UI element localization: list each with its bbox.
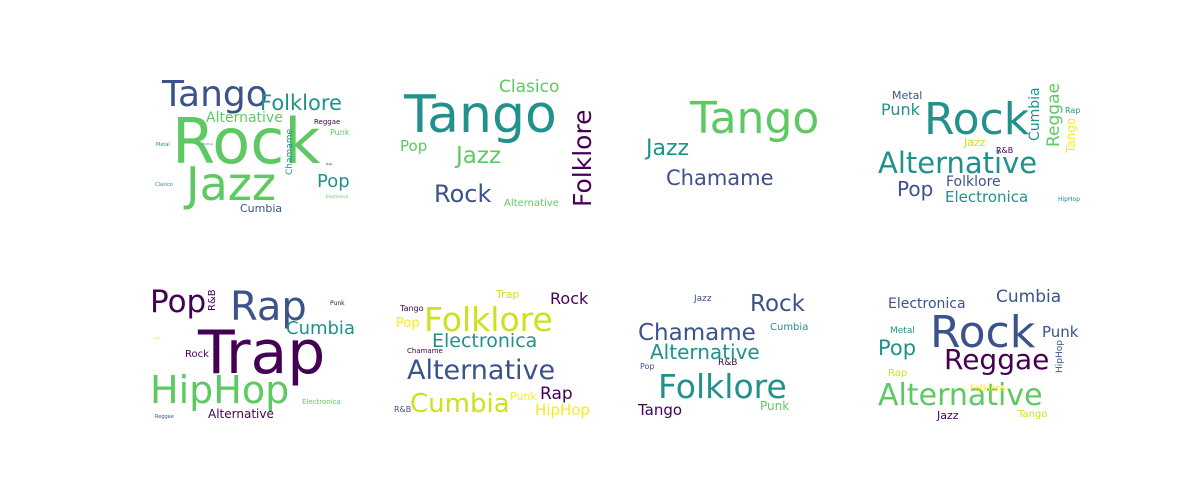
word-hiphop: HipHop xyxy=(150,368,290,412)
word-folklore: Folklore xyxy=(658,367,787,406)
word-cumbia: Cumbia xyxy=(770,322,809,333)
word-jazz: Jazz xyxy=(694,294,712,304)
word-alternative: Alternative xyxy=(504,198,559,209)
word-cloud-6: Trap Rock Tango Folklore Pop Electronica… xyxy=(392,285,602,419)
word-jazz: Jazz xyxy=(937,409,959,422)
word-trap: Trap xyxy=(326,162,333,166)
word-rb: R&B xyxy=(718,358,738,368)
word-electronica: Electronica xyxy=(888,296,966,312)
word-pop: Pop xyxy=(640,362,655,371)
word-folklore: Folklore xyxy=(260,91,342,115)
word-folklore: Folklore xyxy=(424,300,553,339)
word-chamame: Chamame xyxy=(285,128,295,175)
word-cumbia: Cumbia xyxy=(410,389,510,419)
word-tango: Tango xyxy=(404,85,557,145)
word-cloud-1: Tango Folklore Alternative Rock Reggae P… xyxy=(150,74,360,215)
word-tango: Tango xyxy=(638,401,683,419)
word-trap: Trap xyxy=(496,288,520,301)
word-reggae: Reggae xyxy=(944,343,1050,376)
word-hiphop: HipHop xyxy=(202,142,213,146)
word-electronica: Electronica xyxy=(302,398,341,406)
word-metal: Metal xyxy=(890,326,915,336)
word-tango: Tango xyxy=(1018,409,1048,420)
word-pop: Pop xyxy=(317,171,350,192)
word-punk: Punk xyxy=(330,128,350,137)
word-pop: Pop xyxy=(396,316,420,331)
word-pop: Pop xyxy=(878,336,917,360)
word-jazz: Jazz xyxy=(964,136,986,149)
word-tango: Tango xyxy=(690,93,820,144)
word-reggae: Reggae xyxy=(314,118,341,126)
word-punk: Punk xyxy=(881,100,920,119)
word-hiphop: HipHop xyxy=(535,401,590,419)
word-jazz: Jazz xyxy=(456,143,502,169)
word-cloud-5: Pop R&B Rap Punk Cumbia Jazz Trap Rock H… xyxy=(150,284,360,421)
word-tango: Tango xyxy=(162,74,268,115)
word-clasico: Clasico xyxy=(155,182,173,188)
word-alternative: Alternative xyxy=(208,407,274,421)
word-rb: R&B xyxy=(394,405,412,414)
word-cumbia: Cumbia xyxy=(240,202,283,215)
word-rap: Rap xyxy=(230,284,307,330)
word-hiphop: HipHop xyxy=(1058,196,1080,203)
word-cloud-3: Tango Jazz Chamame xyxy=(636,75,846,205)
word-jazz: Jazz xyxy=(154,336,160,340)
word-punk: Punk xyxy=(510,390,537,403)
word-metal: Metal xyxy=(892,89,923,102)
word-alternative: Alternative xyxy=(878,146,1038,180)
word-tango: Tango xyxy=(400,304,424,313)
word-alternative: Alternative xyxy=(878,378,1043,413)
word-hiphop: HipHop xyxy=(1055,340,1065,373)
word-chamame: Chamame xyxy=(407,347,443,355)
word-folklore: Folklore xyxy=(946,174,1001,190)
word-alternative: Alternative xyxy=(407,355,556,386)
word-rap: Rap xyxy=(888,368,908,379)
word-tango: Tango xyxy=(1064,117,1078,153)
word-rock: Rock xyxy=(930,307,1036,358)
word-jazz: Jazz xyxy=(646,136,690,161)
word-rock: Rock xyxy=(750,291,805,317)
word-cloud-4: Metal Punk Rock Cumbia Reggae Rap Tango … xyxy=(876,75,1086,205)
word-folklore: Folklore xyxy=(970,384,1006,394)
word-rock: Rock xyxy=(924,94,1030,145)
word-punk: Punk xyxy=(760,399,790,413)
word-alternative: Alternative xyxy=(650,340,760,364)
word-cloud-2: Clasico Tango Folklore Pop Jazz Rock Alt… xyxy=(392,75,602,209)
word-electronica: Electronica xyxy=(432,330,538,352)
word-reggae: Reggae xyxy=(1044,83,1064,147)
word-rock: Rock xyxy=(550,289,589,308)
word-electronica: Electronica xyxy=(326,194,349,199)
word-alternative: Alternative xyxy=(206,110,283,126)
word-cloud-7: Jazz Rock Cumbia Chamame R&B Alternative… xyxy=(636,285,846,419)
word-electronica: Electronica xyxy=(945,188,1029,206)
word-rb: R&B xyxy=(996,146,1014,155)
word-clasico: Clasico xyxy=(499,77,560,97)
word-reggae: Reggae xyxy=(155,414,174,420)
word-punk: Punk xyxy=(1042,323,1079,341)
word-pop: Pop xyxy=(150,284,207,320)
word-rock: Rock xyxy=(172,105,321,178)
word-cloud-8: Electronica Cumbia Metal Rock Punk Pop H… xyxy=(876,285,1086,422)
word-jazz: Jazz xyxy=(186,157,277,211)
word-trap: Trap xyxy=(198,318,326,388)
word-cumbia: Cumbia xyxy=(286,318,355,339)
word-rock: Rock xyxy=(434,180,492,208)
word-chamame: Chamame xyxy=(666,166,774,190)
word-metal: Metal xyxy=(156,142,170,148)
word-cumbia: Cumbia xyxy=(1027,87,1043,141)
word-pop: Pop xyxy=(400,137,428,155)
word-rock: Rock xyxy=(185,349,209,360)
word-punk: Punk xyxy=(330,300,345,307)
word-folklore: Folklore xyxy=(568,109,597,207)
word-rb: R&B xyxy=(207,289,218,311)
word-cumbia: Cumbia xyxy=(996,287,1062,307)
word-pop: Pop xyxy=(897,177,934,201)
word-chamame: Chamame xyxy=(638,320,756,346)
word-rap: Rap xyxy=(540,384,573,404)
word-rap: Rap xyxy=(1065,106,1081,115)
